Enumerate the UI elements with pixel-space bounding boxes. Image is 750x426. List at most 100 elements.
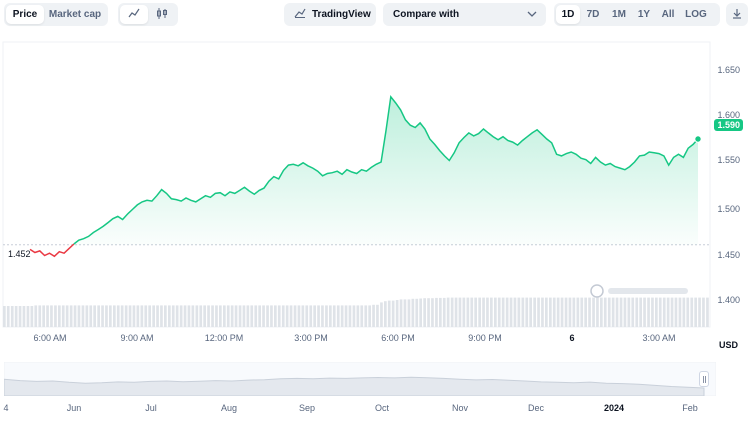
volume-bar bbox=[658, 297, 662, 327]
volume-bar bbox=[466, 297, 470, 327]
volume-bar bbox=[144, 305, 148, 327]
volume-bar bbox=[6, 306, 10, 327]
volume-bar bbox=[38, 305, 42, 327]
volume-bar bbox=[360, 305, 364, 327]
volume-bar bbox=[195, 305, 199, 327]
volume-bar bbox=[226, 305, 230, 327]
currency-label: USD bbox=[718, 340, 738, 350]
navigator-label: Jun bbox=[66, 403, 82, 413]
navigator-handle[interactable] bbox=[699, 371, 709, 387]
volume-bar bbox=[14, 306, 18, 327]
volume-bar bbox=[592, 297, 595, 327]
volume-bar bbox=[521, 297, 525, 327]
volume-bar bbox=[560, 297, 564, 327]
volume-bar bbox=[230, 305, 234, 327]
volume-bar bbox=[309, 305, 313, 327]
volume-bar bbox=[30, 306, 34, 327]
volume-bar bbox=[615, 297, 619, 327]
price-area-fill bbox=[73, 96, 699, 245]
volume-bar bbox=[380, 302, 383, 327]
volume-bar bbox=[478, 297, 481, 327]
volume-bar bbox=[10, 306, 14, 327]
navigator-label: Oct bbox=[374, 403, 390, 413]
volume-bar bbox=[439, 297, 442, 327]
volume-bar bbox=[171, 305, 175, 327]
y-tick-label: 1.450 bbox=[717, 250, 740, 260]
compare-with-dropdown[interactable]: Compare with bbox=[383, 3, 546, 26]
volume-bar bbox=[391, 300, 395, 327]
volume-bar bbox=[387, 300, 391, 327]
volume-bar bbox=[58, 305, 61, 327]
tab-price[interactable]: Price bbox=[6, 5, 44, 24]
range-7d[interactable]: 7D bbox=[586, 9, 600, 20]
volume-bar bbox=[537, 297, 540, 327]
volume-bar bbox=[541, 297, 544, 327]
volume-bar bbox=[372, 304, 375, 327]
volume-bar bbox=[462, 297, 466, 327]
range-1y[interactable]: 1Y bbox=[637, 9, 651, 20]
line-chart-button[interactable] bbox=[120, 5, 148, 24]
price-chart[interactable] bbox=[0, 40, 712, 330]
x-tick-label: 9:00 PM bbox=[468, 333, 502, 343]
volume-bar bbox=[234, 305, 238, 327]
volume-bar bbox=[254, 305, 258, 327]
range-1d[interactable]: 1D bbox=[556, 5, 580, 24]
range-navigator[interactable] bbox=[4, 362, 716, 396]
volume-bar bbox=[297, 305, 301, 327]
volume-bar bbox=[446, 297, 450, 327]
volume-bar bbox=[490, 297, 493, 327]
volume-bar bbox=[431, 298, 434, 327]
volume-bar bbox=[706, 297, 709, 327]
volume-bar bbox=[85, 305, 89, 327]
volume-bar bbox=[211, 305, 214, 327]
volume-bar bbox=[105, 305, 108, 327]
volume-bar bbox=[329, 305, 332, 327]
volume-bar bbox=[482, 297, 485, 327]
volume-bar bbox=[607, 297, 611, 327]
candlestick-chart-button[interactable] bbox=[148, 5, 176, 24]
volume-bar bbox=[627, 297, 631, 327]
volume-bar bbox=[69, 305, 73, 327]
volume-bar bbox=[203, 305, 206, 327]
volume-bar bbox=[442, 297, 446, 327]
volume-bar bbox=[572, 297, 576, 327]
volume-bar bbox=[435, 297, 438, 327]
x-tick-label: 6:00 PM bbox=[381, 333, 415, 343]
y-tick-label: 1.650 bbox=[717, 65, 740, 75]
volume-bar bbox=[348, 305, 352, 327]
download-button[interactable] bbox=[726, 3, 748, 26]
volume-bar bbox=[384, 301, 387, 327]
volume-bar bbox=[643, 297, 646, 327]
volume-bar bbox=[470, 297, 474, 327]
trading-view-label: TradingView bbox=[312, 9, 371, 20]
volume-bar bbox=[277, 305, 281, 327]
volume-bar bbox=[674, 297, 678, 327]
trading-view-button[interactable]: TradingView bbox=[284, 3, 376, 26]
volume-bar bbox=[702, 297, 705, 327]
volume-bar bbox=[250, 305, 254, 327]
volume-bar bbox=[509, 297, 513, 327]
x-tick-label: 12:00 PM bbox=[204, 333, 244, 343]
volume-bar bbox=[18, 306, 22, 327]
volume-bar bbox=[223, 305, 226, 327]
volume-bar bbox=[399, 299, 403, 327]
range-all[interactable]: All bbox=[661, 9, 675, 20]
volume-bar bbox=[81, 305, 85, 327]
range-log[interactable]: LOG bbox=[685, 9, 707, 20]
volume-bar bbox=[474, 297, 477, 327]
volume-bar bbox=[619, 297, 623, 327]
volume-bar bbox=[344, 305, 348, 327]
volume-bar bbox=[199, 305, 203, 327]
y-tick-label: 1.400 bbox=[717, 295, 740, 305]
volume-bar bbox=[631, 297, 635, 327]
volume-bar bbox=[678, 297, 682, 327]
range-1m[interactable]: 1M bbox=[612, 9, 626, 20]
volume-bar bbox=[336, 305, 340, 327]
volume-bar bbox=[454, 297, 458, 327]
x-tick-label: 6:00 AM bbox=[33, 333, 67, 343]
tab-market-cap[interactable]: Market cap bbox=[48, 9, 102, 20]
volume-bar bbox=[183, 305, 187, 327]
watermark-logo bbox=[590, 284, 690, 300]
volume-bar bbox=[505, 297, 509, 327]
volume-bar bbox=[22, 306, 26, 327]
